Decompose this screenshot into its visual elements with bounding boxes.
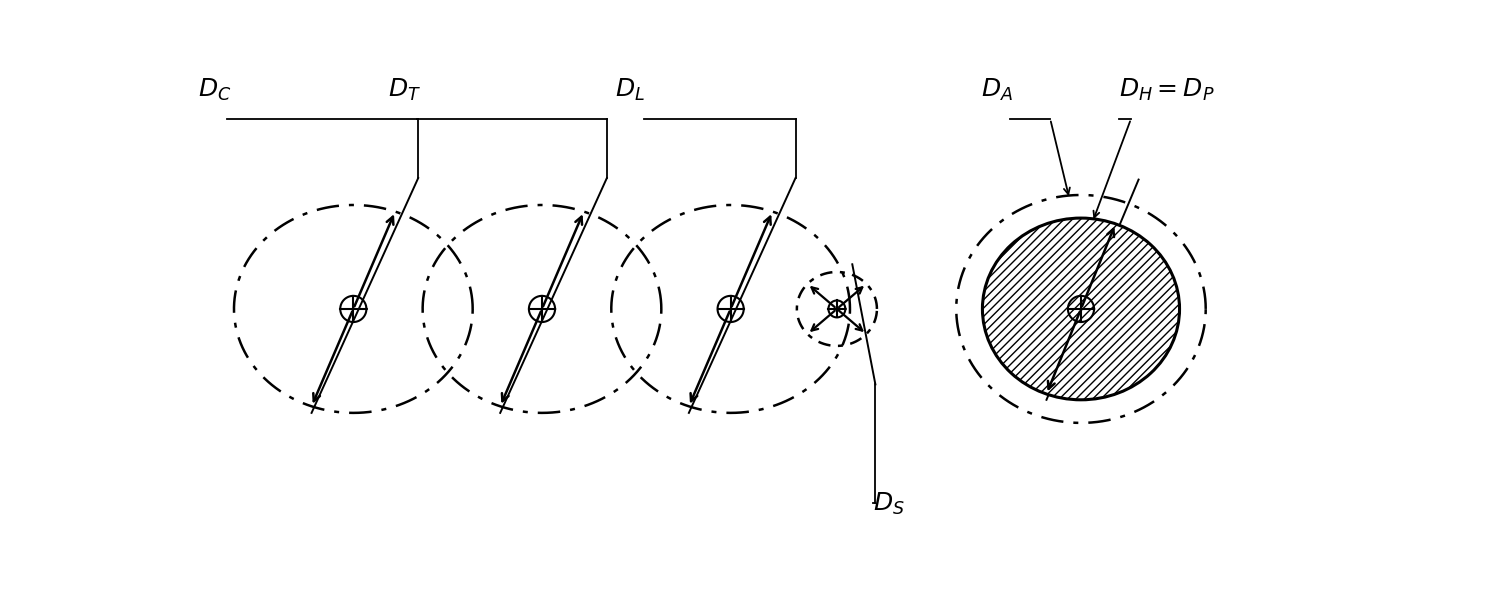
Text: $D_A$: $D_A$ [981,77,1013,103]
Text: $D_H$$=$$D_P$: $D_H$$=$$D_P$ [1120,77,1214,103]
Text: $D_S$: $D_S$ [873,491,905,517]
Text: $D_C$: $D_C$ [198,77,231,103]
Ellipse shape [983,218,1180,400]
Text: $D_T$: $D_T$ [388,77,421,103]
Text: $D_L$: $D_L$ [615,77,645,103]
